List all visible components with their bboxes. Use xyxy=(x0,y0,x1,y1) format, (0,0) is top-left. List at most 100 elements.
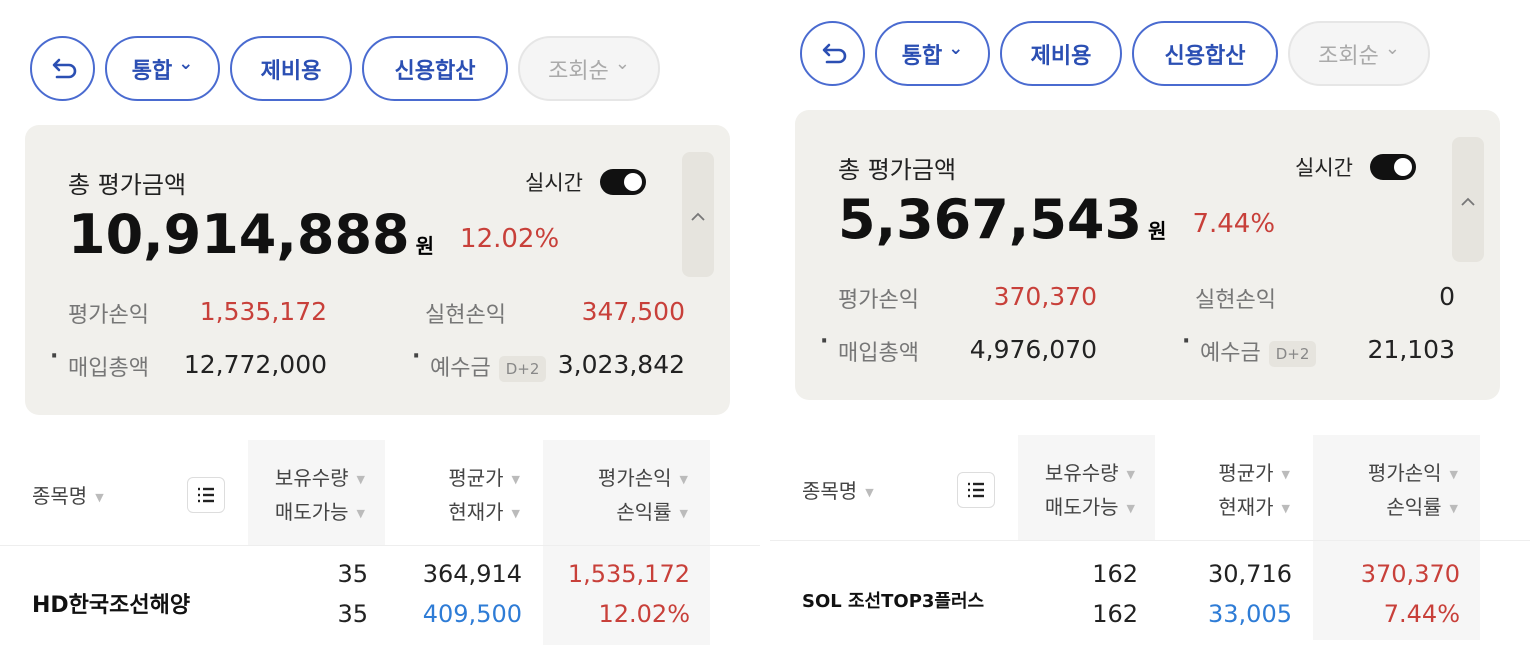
label-text: 예수금 xyxy=(430,356,491,381)
stock-name[interactable]: SOL 조선TOP3플러스 xyxy=(802,591,985,612)
button-label: 신용합산 xyxy=(394,58,476,84)
list-icon xyxy=(198,487,214,503)
realtime-toggle[interactable] xyxy=(600,169,646,195)
sort-icon: ▼ xyxy=(511,473,520,486)
back-button[interactable] xyxy=(30,36,95,101)
bullet: · xyxy=(1182,329,1191,354)
realtime-toggle[interactable] xyxy=(1370,154,1416,180)
cell-value: 162 xyxy=(1092,600,1138,628)
filter-button[interactable]: 통합 ⌄ xyxy=(875,21,990,86)
label-text: 실현손익 xyxy=(1195,288,1276,313)
column-header: 보유수량 ▼ xyxy=(275,462,365,491)
button-label: 제비용 xyxy=(260,58,322,84)
toggle-knob xyxy=(624,173,642,191)
filter-button[interactable]: 통합 ⌄ xyxy=(105,36,220,101)
filter-button[interactable]: 조회순 ⌄ xyxy=(518,36,660,101)
header-shade xyxy=(248,440,385,545)
sort-icon: ▼ xyxy=(1281,468,1290,481)
sort-icon: ▼ xyxy=(356,473,365,486)
cell-value: 30,716 xyxy=(1208,560,1292,588)
item-value: 0 xyxy=(1439,282,1455,311)
header-text: 보유수량 xyxy=(1044,461,1119,485)
label-text: 실현손익 xyxy=(425,303,506,328)
header-text: 현재가 xyxy=(1218,495,1274,519)
column-header: 평가손익 ▼ xyxy=(598,462,688,491)
sort-icon: ▼ xyxy=(95,491,104,504)
chevron: ⌄ xyxy=(178,53,194,74)
total-value: 10,914,888 xyxy=(68,203,410,266)
item-label: · 예수금 D+2 xyxy=(1182,329,1317,367)
chevron-up xyxy=(1461,197,1475,206)
header-text: 평균가 xyxy=(448,466,504,490)
button-label: 통합 xyxy=(131,58,173,84)
button-label: 조회순 xyxy=(1318,43,1379,69)
total-unit: 원 xyxy=(1148,219,1167,243)
sort-icon: ▼ xyxy=(1126,468,1135,481)
column-header: 현재가 ▼ xyxy=(448,496,520,525)
sort-icon: ▼ xyxy=(1449,502,1458,515)
badge: D+2 xyxy=(1268,341,1317,367)
cell-value: 35 xyxy=(337,560,368,588)
filter-button[interactable]: 조회순 ⌄ xyxy=(1288,21,1430,86)
column-header: 종목명 ▼ xyxy=(32,480,104,509)
cell-value: 35 xyxy=(337,600,368,628)
chevron-up xyxy=(691,212,705,221)
item-label: 실현손익 xyxy=(1195,282,1276,314)
header-text: 보유수량 xyxy=(274,466,349,490)
item-value: 1,535,172 xyxy=(199,297,327,326)
filter-button[interactable]: 신용합산 xyxy=(362,36,508,101)
summary-card: 총 평가금액 실시간 5,367,543 원 7.44% 평가손익 370,370 실현손익 0… xyxy=(795,110,1500,400)
column-header: 보유수량 ▼ xyxy=(1045,457,1135,486)
total-row: 5,367,543 원 7.44% xyxy=(838,188,1275,251)
header-text: 종목명 xyxy=(32,484,88,508)
button-label: 제비용 xyxy=(1030,43,1092,69)
toggle-knob xyxy=(1394,158,1412,176)
back-button[interactable] xyxy=(800,21,865,86)
total-rate: 12.02% xyxy=(460,224,560,254)
column-header: 현재가 ▼ xyxy=(1218,491,1290,520)
summary-card: 총 평가금액 실시간 10,914,888 원 12.02% 평가손익 1,535,172 실… xyxy=(25,125,730,415)
bullet: · xyxy=(820,329,829,354)
cell-value: 33,005 xyxy=(1208,600,1292,628)
item-label: · 매입총액 xyxy=(820,329,919,367)
column-header: 매도가능 ▼ xyxy=(275,496,365,525)
chevron: ⌄ xyxy=(614,53,630,74)
cell-value: 370,370 xyxy=(1360,560,1460,588)
item-value: 21,103 xyxy=(1367,335,1455,364)
list-view-button[interactable] xyxy=(957,472,995,508)
panel: 통합 ⌄ 제비용 신용합산 조회순 ⌄ 총 평가금액 실시간 10,914,888 원 12.02%… xyxy=(0,0,760,663)
divider xyxy=(770,540,1530,541)
list-view-button[interactable] xyxy=(187,477,225,513)
column-header: 손익률 ▼ xyxy=(616,496,688,525)
collapse-handle[interactable] xyxy=(1452,137,1484,262)
card-title: 총 평가금액 xyxy=(838,156,957,184)
item-value: 3,023,842 xyxy=(557,350,685,379)
header-text: 매도가능 xyxy=(1044,495,1119,519)
back-icon xyxy=(52,58,76,78)
cell-value: 409,500 xyxy=(422,600,522,628)
filter-button[interactable]: 제비용 xyxy=(1000,21,1122,86)
item-label: 실현손익 xyxy=(425,297,506,329)
sort-icon: ▼ xyxy=(865,486,874,499)
list-icon xyxy=(968,482,984,498)
sort-icon: ▼ xyxy=(679,473,688,486)
button-label: 조회순 xyxy=(548,58,609,84)
button-label: 통합 xyxy=(901,43,943,69)
column-header: 손익률 ▼ xyxy=(1386,491,1458,520)
header-shade xyxy=(1313,435,1480,640)
column-header: 평균가 ▼ xyxy=(448,462,520,491)
header-text: 평가손익 xyxy=(597,466,672,490)
collapse-handle[interactable] xyxy=(682,152,714,277)
header-shade xyxy=(543,440,710,645)
filter-button[interactable]: 제비용 xyxy=(230,36,352,101)
sort-icon: ▼ xyxy=(1281,502,1290,515)
item-label: 평가손익 xyxy=(68,297,149,329)
column-header: 종목명 ▼ xyxy=(802,475,874,504)
item-label: 평가손익 xyxy=(838,282,919,314)
total-value: 5,367,543 xyxy=(838,188,1143,251)
sort-icon: ▼ xyxy=(1449,468,1458,481)
panel: 통합 ⌄ 제비용 신용합산 조회순 ⌄ 총 평가금액 실시간 5,367,543 원 7.44% 평가… xyxy=(770,0,1540,663)
filter-button[interactable]: 신용합산 xyxy=(1132,21,1278,86)
label-text: 매입총액 xyxy=(68,356,149,381)
stock-name[interactable]: HD한국조선해양 xyxy=(32,593,191,618)
